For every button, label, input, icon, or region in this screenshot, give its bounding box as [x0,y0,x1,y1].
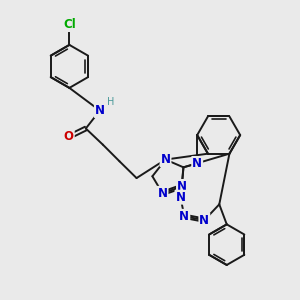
Text: N: N [158,187,167,200]
Text: N: N [177,180,187,193]
Text: O: O [64,130,74,143]
Text: N: N [176,191,185,204]
Text: Cl: Cl [63,18,76,31]
Text: N: N [95,104,105,117]
Text: H: H [106,97,114,106]
Text: N: N [179,210,189,223]
Text: N: N [160,153,170,166]
Text: N: N [199,214,209,227]
Text: N: N [192,157,202,170]
